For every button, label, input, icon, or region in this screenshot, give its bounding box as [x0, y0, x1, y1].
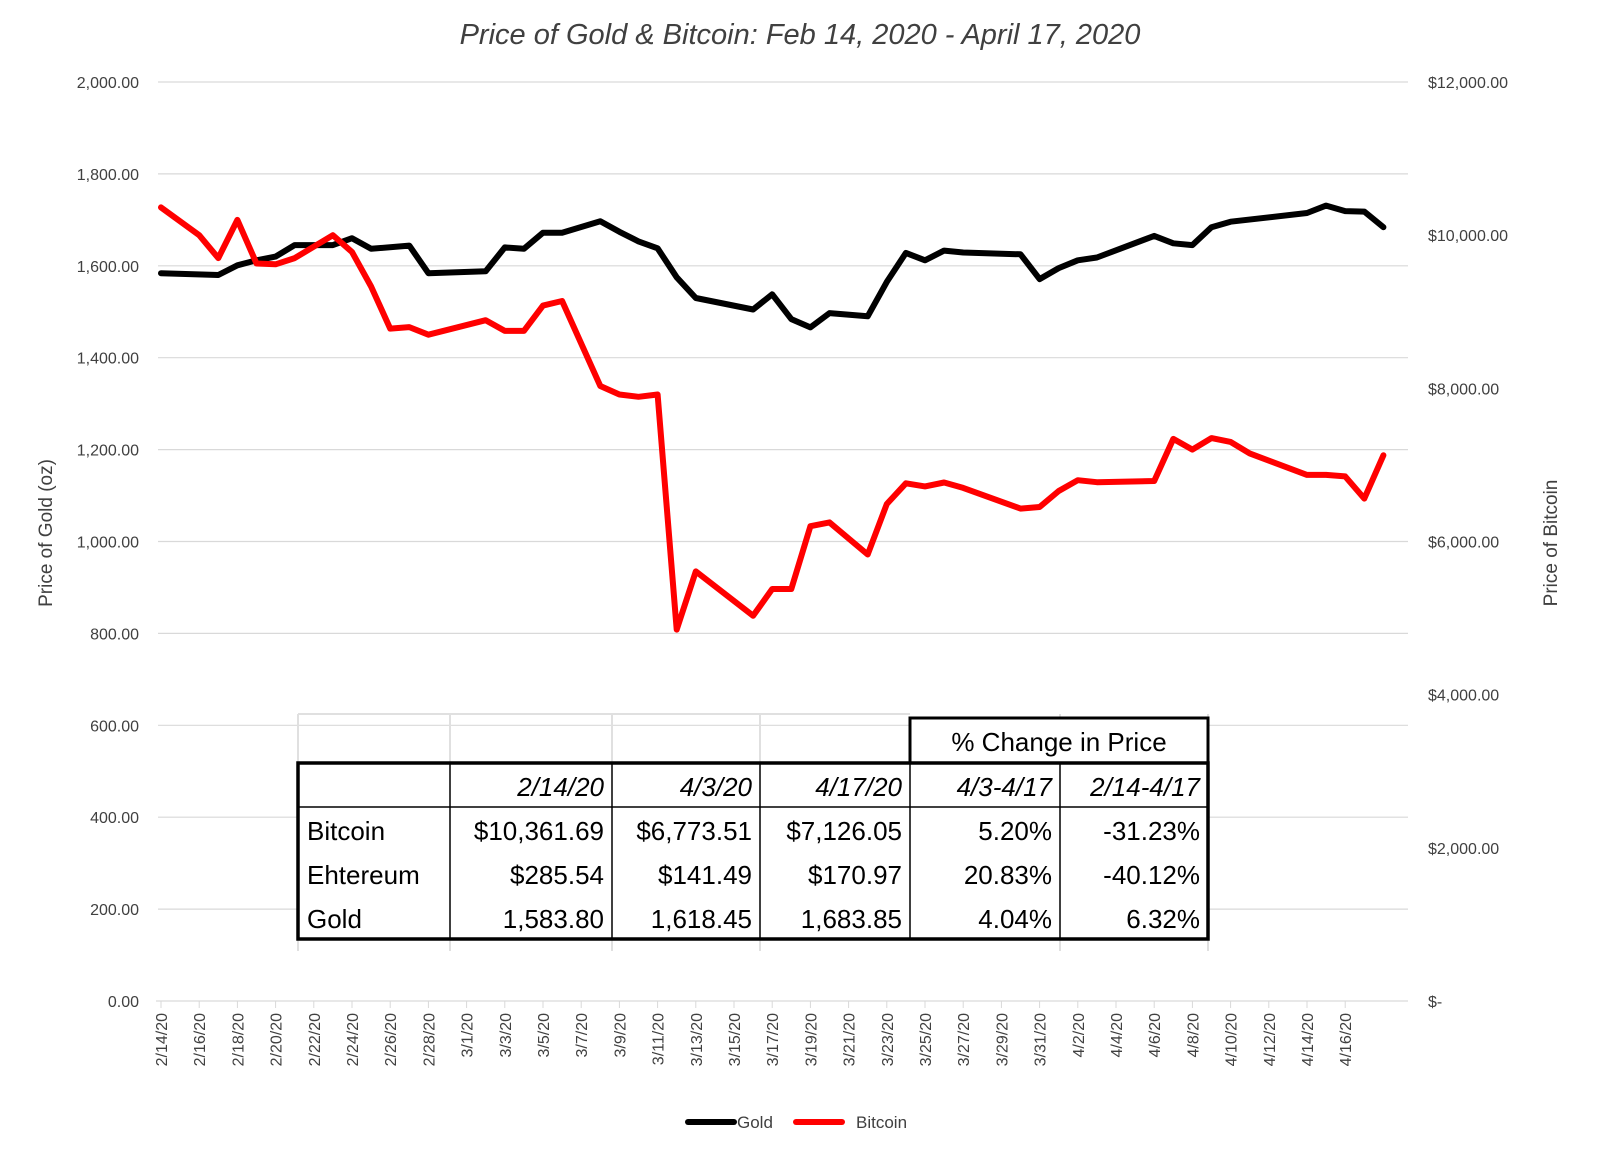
x-tick-label: 4/6/20: [1147, 1013, 1164, 1058]
legend-label-bitcoin: Bitcoin: [856, 1113, 907, 1132]
table-border: [296, 761, 1210, 941]
table-row-label: Ehtereum: [307, 860, 420, 890]
x-tick-label: 3/3/20: [498, 1013, 515, 1058]
series-lines: [158, 202, 1387, 633]
right-y-axis-ticks: $- $2,000.00 $4,000.00 $6,000.00 $8,000.00 $1…: [1428, 75, 1508, 1011]
x-tick-label: 2/26/20: [383, 1013, 400, 1066]
x-tick-label: 3/25/20: [918, 1013, 935, 1066]
left-y-tick-label: 1,600.00: [77, 259, 139, 276]
right-y-tick-label: $2,000.00: [1428, 841, 1499, 858]
x-tick-label: 3/7/20: [574, 1013, 591, 1058]
x-tick-label: 3/27/20: [956, 1013, 973, 1066]
x-tick-label: 3/9/20: [612, 1013, 629, 1058]
x-tick-label: 3/31/20: [1033, 1013, 1050, 1066]
x-tick-label: 2/24/20: [345, 1013, 362, 1066]
table-cell: $141.49: [658, 860, 752, 890]
legend: Gold Bitcoin: [685, 1113, 907, 1132]
x-tick-label: 3/13/20: [689, 1013, 706, 1066]
x-tick-label: 4/10/20: [1224, 1013, 1241, 1066]
x-tick-label: 2/14/20: [154, 1013, 171, 1066]
right-y-axis-label: Price of Bitcoin: [1541, 480, 1562, 607]
left-y-axis-label: Price of Gold (oz): [36, 459, 57, 607]
table-cell: -31.23%: [1103, 816, 1200, 846]
x-tick-label: 3/11/20: [651, 1013, 668, 1065]
left-y-tick-label: 400.00: [90, 810, 139, 827]
series-line-gold: [158, 202, 1387, 331]
right-y-tick-label: $6,000.00: [1428, 535, 1499, 552]
right-y-tick-label: $-: [1428, 994, 1442, 1011]
table-header-cell: 2/14/20: [516, 772, 604, 802]
x-tick-label: 4/12/20: [1262, 1013, 1279, 1066]
x-tick-label: 3/21/20: [842, 1013, 859, 1066]
table-cell: $10,361.69: [474, 816, 604, 846]
table-header-cell: 2/14-4/17: [1089, 772, 1201, 802]
table-row-label: Bitcoin: [307, 816, 385, 846]
x-tick-label: 3/5/20: [536, 1013, 553, 1058]
table-cell: 6.32%: [1126, 904, 1200, 934]
table-header-cell: 4/3/20: [680, 772, 753, 802]
table-cell: $7,126.05: [786, 816, 902, 846]
series-line-bitcoin: [158, 204, 1387, 633]
x-tick-label: 3/1/20: [460, 1013, 477, 1058]
left-y-tick-label: 800.00: [90, 626, 139, 643]
left-y-tick-label: 1,200.00: [77, 443, 139, 460]
x-tick-label: 3/15/20: [727, 1013, 744, 1066]
left-y-axis-ticks: 0.00 200.00 400.00 600.00 800.00 1,000.00 1,20…: [77, 75, 139, 1011]
legend-label-gold: Gold: [737, 1113, 773, 1132]
x-tick-label: 4/2/20: [1071, 1013, 1088, 1058]
table-body-bg: [298, 763, 1208, 939]
x-tick-label: 3/17/20: [765, 1013, 782, 1066]
right-y-tick-label: $4,000.00: [1428, 688, 1499, 705]
x-tick-label: 3/19/20: [803, 1013, 820, 1066]
x-tick-label: 3/29/20: [994, 1013, 1011, 1066]
table-header-cell: 4/3-4/17: [957, 772, 1054, 802]
table-cell: 1,583.80: [503, 904, 604, 934]
left-y-tick-label: 1,000.00: [77, 535, 139, 552]
table-cell: $6,773.51: [636, 816, 752, 846]
left-y-tick-label: 1,800.00: [77, 167, 139, 184]
x-tick-label: 4/16/20: [1338, 1013, 1355, 1066]
x-tick-label: 4/14/20: [1300, 1013, 1317, 1066]
right-y-tick-label: $12,000.00: [1428, 75, 1508, 92]
right-y-tick-label: $10,000.00: [1428, 228, 1508, 245]
left-y-tick-label: 2,000.00: [77, 75, 139, 92]
left-y-tick-label: 600.00: [90, 718, 139, 735]
left-y-tick-label: 1,400.00: [77, 351, 139, 368]
table-cell: 1,618.45: [651, 904, 752, 934]
chart-title: Price of Gold & Bitcoin: Feb 14, 2020 - …: [460, 19, 1141, 51]
x-tick-label: 2/22/20: [307, 1013, 324, 1066]
table-cell: -40.12%: [1103, 860, 1200, 890]
data-table: % Change in Price 2/14/20 4/3/20 4/17/20 4/3…: [296, 713, 1210, 951]
table-row-label: Gold: [307, 904, 362, 934]
x-tick-label: 3/23/20: [880, 1013, 897, 1066]
x-tick-label: 2/18/20: [230, 1013, 247, 1066]
table-cell: $285.54: [510, 860, 604, 890]
table-group-header: % Change in Price: [951, 727, 1166, 757]
table-cell: $170.97: [808, 860, 902, 890]
x-tick-label: 2/28/20: [421, 1013, 438, 1066]
table-cell: 1,683.85: [801, 904, 902, 934]
x-tick-label: 2/20/20: [269, 1013, 286, 1066]
x-axis-ticks: 2/14/20 2/16/20 2/18/20 2/20/20 2/22/20 2/24/…: [154, 1001, 1355, 1066]
x-tick-label: 2/16/20: [192, 1013, 209, 1066]
table-cell: 20.83%: [964, 860, 1052, 890]
table-cell: 4.04%: [978, 904, 1052, 934]
right-y-tick-label: $8,000.00: [1428, 381, 1499, 398]
x-tick-label: 4/8/20: [1185, 1013, 1202, 1058]
x-tick-label: 4/4/20: [1109, 1013, 1126, 1058]
table-cell: 5.20%: [978, 816, 1052, 846]
left-y-tick-label: 0.00: [108, 994, 139, 1011]
table-header-cell: 4/17/20: [815, 772, 902, 802]
left-y-tick-label: 200.00: [90, 902, 139, 919]
